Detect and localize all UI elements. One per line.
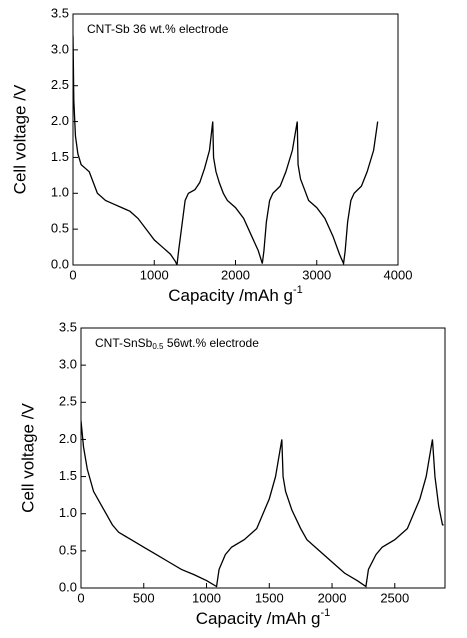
y-tick-label: 3.0	[59, 357, 77, 372]
annotation-text: CNT-SnSb	[95, 336, 153, 350]
y-tick-label: 1.5	[51, 149, 69, 164]
x-axis-title-superscript: -1	[293, 284, 303, 296]
x-tick-label: 1500	[255, 590, 284, 605]
y-tick-label: 1.0	[59, 505, 77, 520]
y-tick-label: 3.5	[59, 319, 77, 334]
chart: 0.0 0.5 1.0 1.5 2.0 2.5 3.0 3.5 0 1000 2000 3000 400…	[10, 5, 412, 305]
x-tick-label: 0	[77, 590, 84, 605]
x-tick-label: 4000	[384, 267, 413, 282]
x-axis-title: Capacity /mAh g-1	[196, 607, 331, 629]
y-tick-label: 0.5	[51, 221, 69, 236]
x-axis-title-text: Capacity /mAh g	[196, 609, 321, 628]
annotation: CNT-Sb 36 wt.% electrode	[87, 22, 229, 36]
plot-frame	[80, 327, 446, 589]
annotation: CNT-SnSb0.5 56wt.% electrode	[95, 336, 259, 351]
x-tick-label: 0	[69, 267, 76, 282]
y-tick-label: 2.0	[51, 113, 69, 128]
y-tick-label: 3.5	[51, 5, 69, 20]
y-tick-label: 0.5	[59, 542, 77, 557]
y-tick-label: 1.5	[59, 468, 77, 483]
curve	[81, 420, 444, 588]
plot-area	[81, 420, 444, 588]
x-axis-title-superscript: -1	[320, 607, 330, 619]
x-tick-label: 2500	[380, 590, 409, 605]
y-tick-label: 0.0	[51, 256, 69, 271]
x-axis-title-text: Capacity /mAh g	[168, 286, 293, 305]
x-tick-label: 2000	[221, 267, 250, 282]
x-tick-label: 1000	[192, 590, 221, 605]
y-tick-label: 0.0	[59, 579, 77, 594]
curve	[73, 35, 379, 265]
x-tick-label: 500	[133, 590, 155, 605]
y-tick-label: 2.5	[51, 77, 69, 92]
plot-area	[73, 35, 379, 265]
chart: 0.0 0.5 1.0 1.5 2.0 2.5 3.0 3.5 0 500 1000 1500 2000…	[18, 319, 446, 629]
x-tick-label: 2000	[318, 590, 347, 605]
y-axis-title: Cell voltage /V	[10, 84, 29, 194]
y-tick-label: 1.0	[51, 185, 69, 200]
x-axis-title: Capacity /mAh g-1	[168, 284, 303, 306]
annotation-text: 56wt.% electrode	[163, 336, 259, 350]
y-tick-label: 2.5	[59, 394, 77, 409]
plot-frame	[72, 13, 399, 266]
x-tick-label: 1000	[140, 267, 169, 282]
y-axis-title: Cell voltage /V	[18, 403, 37, 513]
x-tick-label: 3000	[302, 267, 331, 282]
y-tick-label: 3.0	[51, 41, 69, 56]
annotation-subscript: 0.5	[152, 342, 164, 351]
y-tick-label: 2.0	[59, 431, 77, 446]
